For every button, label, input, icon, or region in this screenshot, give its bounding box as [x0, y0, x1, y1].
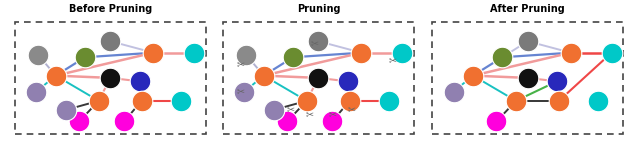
Point — [523, 77, 533, 79]
Text: ✂: ✂ — [236, 59, 244, 69]
Point — [33, 54, 44, 56]
Point — [383, 100, 394, 102]
Text: ✂: ✂ — [310, 39, 319, 49]
Text: After Pruning: After Pruning — [490, 4, 565, 14]
Point — [356, 51, 367, 54]
Point — [282, 120, 292, 123]
Point — [344, 100, 355, 102]
Text: Pruning: Pruning — [297, 4, 340, 14]
Text: ✂: ✂ — [348, 104, 356, 115]
Point — [105, 77, 115, 79]
Point — [593, 100, 603, 102]
Point — [268, 109, 278, 111]
Point — [301, 100, 312, 102]
Point — [511, 100, 521, 102]
Point — [148, 51, 159, 54]
Point — [607, 51, 617, 54]
Point — [449, 91, 459, 93]
Point — [189, 51, 200, 54]
Point — [342, 80, 353, 82]
Point — [93, 100, 104, 102]
Point — [523, 40, 533, 42]
Point — [566, 51, 576, 54]
Text: ✂: ✂ — [388, 56, 397, 66]
Point — [134, 80, 145, 82]
Point — [314, 77, 323, 79]
Point — [497, 56, 508, 59]
Text: ✂: ✂ — [305, 109, 314, 119]
Point — [288, 56, 298, 59]
Point — [119, 120, 129, 123]
Point — [327, 120, 337, 123]
Point — [314, 40, 323, 42]
Point — [51, 74, 61, 77]
Point — [136, 100, 147, 102]
Point — [554, 100, 564, 102]
Point — [31, 91, 42, 93]
Point — [397, 51, 408, 54]
Point — [60, 109, 70, 111]
Point — [468, 74, 478, 77]
Point — [239, 91, 250, 93]
Point — [105, 40, 115, 42]
Point — [80, 56, 90, 59]
Point — [552, 80, 562, 82]
Point — [259, 74, 269, 77]
Point — [175, 100, 186, 102]
Point — [492, 120, 502, 123]
Point — [241, 54, 252, 56]
Text: ✂: ✂ — [236, 87, 244, 97]
Text: Before Pruning: Before Pruning — [68, 4, 152, 14]
Point — [74, 120, 84, 123]
Text: ✂: ✂ — [329, 109, 337, 119]
Text: ✂: ✂ — [287, 104, 295, 115]
